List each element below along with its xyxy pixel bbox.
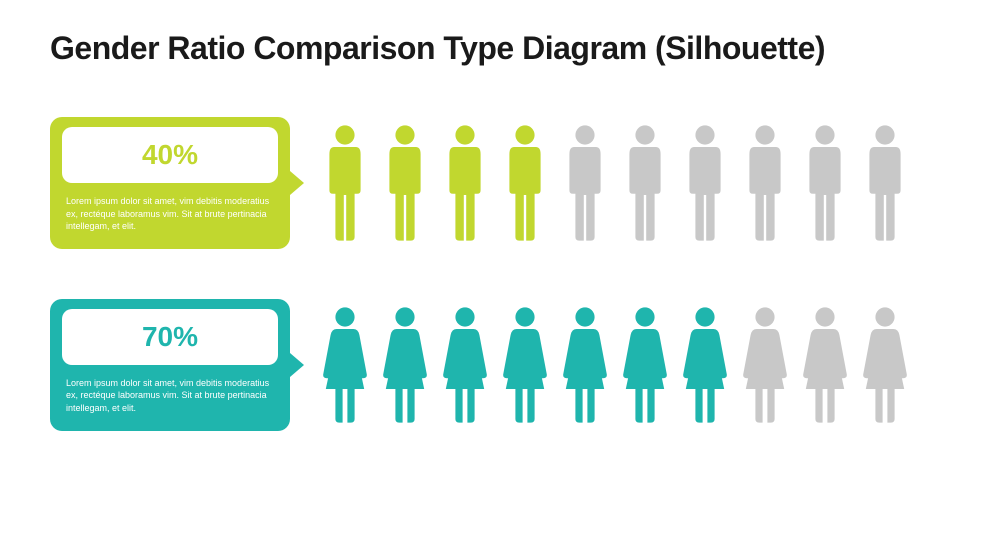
ratio-row: 70% Lorem ipsum dolor sit amet, vim debit… <box>50 299 938 431</box>
male-silhouette-icon <box>380 123 430 243</box>
female-silhouette-icon <box>800 305 850 425</box>
male-silhouette-icon <box>800 123 850 243</box>
male-silhouette-icon <box>620 123 670 243</box>
female-silhouette-icon <box>680 305 730 425</box>
male-silhouette-icon <box>680 123 730 243</box>
percent-label: 70% <box>62 309 278 365</box>
female-silhouette-icon <box>320 305 370 425</box>
ratio-row: 40% Lorem ipsum dolor sit amet, vim debit… <box>50 117 938 249</box>
callout-box: 70% Lorem ipsum dolor sit amet, vim debit… <box>50 299 290 431</box>
female-silhouette-icon <box>440 305 490 425</box>
male-silhouette-icon <box>560 123 610 243</box>
male-silhouette-icon <box>860 123 910 243</box>
female-silhouette-icon <box>620 305 670 425</box>
female-silhouette-icon <box>560 305 610 425</box>
people-row <box>320 305 910 425</box>
callout-box: 40% Lorem ipsum dolor sit amet, vim debit… <box>50 117 290 249</box>
female-silhouette-icon <box>500 305 550 425</box>
male-silhouette-icon <box>740 123 790 243</box>
male-silhouette-icon <box>500 123 550 243</box>
percent-label: 40% <box>62 127 278 183</box>
people-row <box>320 123 910 243</box>
female-silhouette-icon <box>740 305 790 425</box>
description-text: Lorem ipsum dolor sit amet, vim debitis … <box>62 195 278 233</box>
male-silhouette-icon <box>320 123 370 243</box>
female-silhouette-icon <box>380 305 430 425</box>
page-title: Gender Ratio Comparison Type Diagram (Si… <box>50 30 938 67</box>
rows-container: 40% Lorem ipsum dolor sit amet, vim debit… <box>50 117 938 431</box>
description-text: Lorem ipsum dolor sit amet, vim debitis … <box>62 377 278 415</box>
female-silhouette-icon <box>860 305 910 425</box>
male-silhouette-icon <box>440 123 490 243</box>
